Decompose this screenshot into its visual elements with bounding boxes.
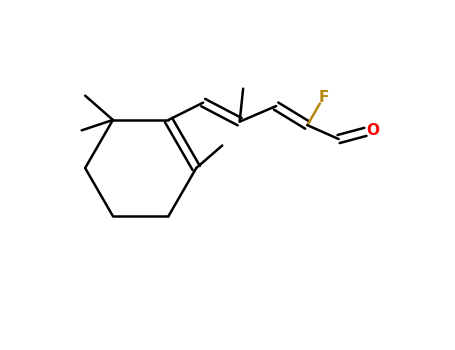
Text: O: O [367, 122, 379, 138]
Text: F: F [319, 90, 329, 105]
